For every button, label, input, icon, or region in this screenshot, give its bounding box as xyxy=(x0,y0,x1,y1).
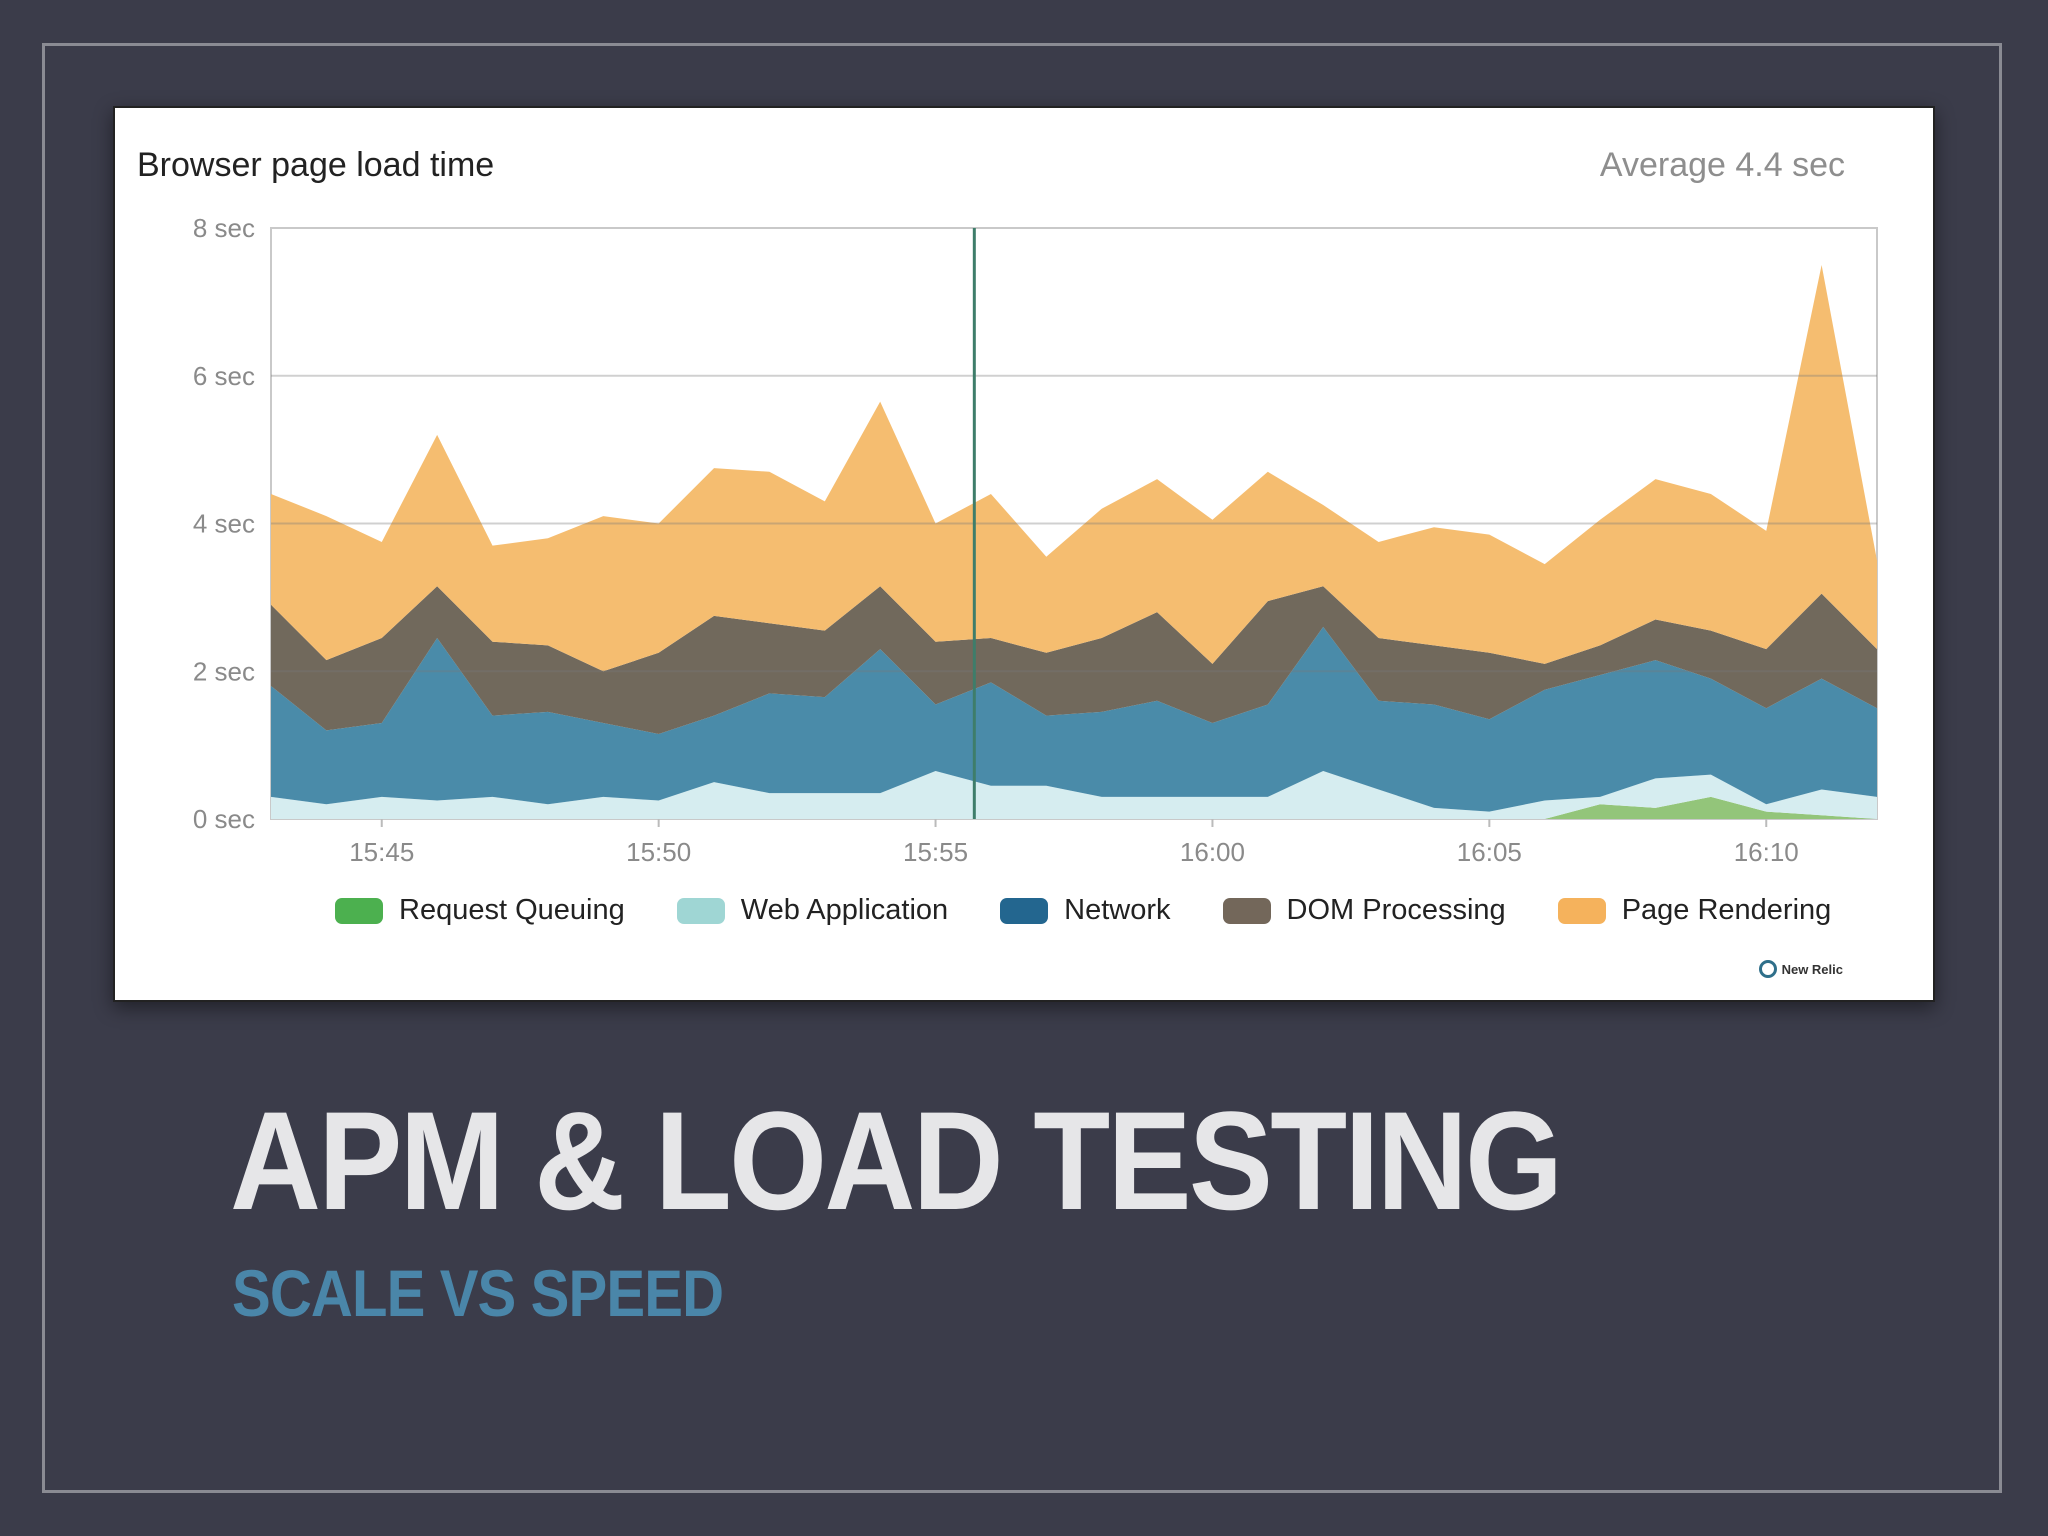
brand-logo: New Relic xyxy=(1758,960,1843,978)
slide-title: APM & LOAD TESTING xyxy=(230,1082,1563,1239)
y-tick-label: 2 sec xyxy=(193,656,255,686)
y-tick-label: 0 sec xyxy=(193,804,255,834)
chart-legend: Request Queuing Web Application Network … xyxy=(335,894,1883,927)
x-tick-label: 15:45 xyxy=(349,837,414,867)
x-tick-label: 16:05 xyxy=(1457,837,1522,867)
x-tick-label: 16:00 xyxy=(1180,837,1245,867)
legend-item-dom-processing[interactable]: DOM Processing xyxy=(1222,894,1506,927)
chart-svg: 0 sec 2 sec 4 sec 6 sec 8 sec 15:45 15:50 15:55… xyxy=(193,213,1878,867)
slide-frame xyxy=(42,43,2002,1493)
y-tick-label: 8 sec xyxy=(193,213,255,243)
chart-average: Average 4.4 sec xyxy=(1599,146,1845,184)
x-tick-label: 15:55 xyxy=(903,837,968,867)
y-tick-label: 4 sec xyxy=(193,509,255,539)
x-tick-label: 16:10 xyxy=(1734,837,1799,867)
legend-swatch-dom-processing xyxy=(1222,897,1271,924)
series-area-page-rendering xyxy=(271,264,1877,672)
chart-title: Browser page load time xyxy=(137,146,495,184)
slide-subtitle: SCALE VS SPEED xyxy=(232,1256,724,1330)
series-area-web-application xyxy=(271,770,1877,819)
x-tick-label: 15:50 xyxy=(626,837,691,867)
legend-swatch-page-rendering xyxy=(1557,897,1606,924)
legend-swatch-network xyxy=(1000,897,1049,924)
legend-swatch-web-application xyxy=(676,897,725,924)
new-relic-logo-icon xyxy=(1758,960,1777,978)
legend-item-web-application[interactable]: Web Application xyxy=(676,894,949,927)
legend-label-request-queuing: Request Queuing xyxy=(399,894,625,926)
chart-panel: Browser page load time Average 4.4 sec 0… xyxy=(113,106,1935,1002)
series-area-dom-processing xyxy=(271,586,1877,735)
brand-label: New Relic xyxy=(1781,961,1843,977)
y-tick-label: 6 sec xyxy=(193,361,255,391)
legend-item-network[interactable]: Network xyxy=(1000,894,1171,927)
legend-label-web-application: Web Application xyxy=(740,894,949,926)
legend-item-request-queuing[interactable]: Request Queuing xyxy=(335,894,625,927)
legend-label-page-rendering: Page Rendering xyxy=(1621,894,1832,926)
legend-label-network: Network xyxy=(1064,894,1171,926)
legend-label-dom-processing: DOM Processing xyxy=(1286,894,1506,926)
series-area-request-queuing xyxy=(271,796,1877,819)
legend-swatch-request-queuing xyxy=(335,897,383,924)
series-area-network xyxy=(271,626,1877,812)
legend-item-page-rendering[interactable]: Page Rendering xyxy=(1557,894,1832,927)
